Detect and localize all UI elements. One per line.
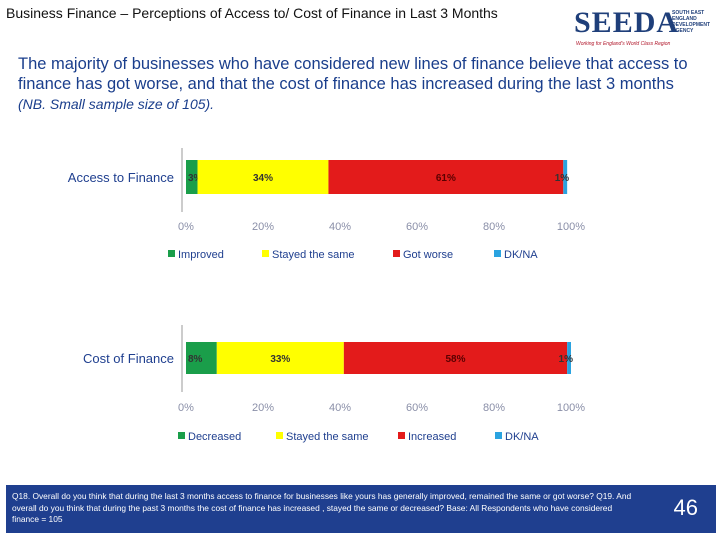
slide-subtitle: The majority of businesses who have cons… [18, 54, 688, 114]
seeda-logo: SEEDA SOUTH EAST ENGLAND DEVELOPMENT AGE… [574, 6, 714, 50]
logo-wordmark: SEEDA [574, 6, 680, 39]
chart-1-legend-swatch [168, 250, 175, 257]
chart-1-legend-label: Improved [178, 249, 224, 261]
chart-2-category-label: Cost of Finance [83, 351, 174, 366]
chart-2-legend-label: DK/NA [505, 431, 539, 443]
chart-1-tick-label: 40% [329, 221, 351, 233]
chart-2-tick-label: 80% [483, 402, 505, 414]
chart-1-bar-stayed-the-same [197, 160, 329, 194]
chart-1-category-label: Access to Finance [68, 170, 174, 185]
chart-1-legend-label: Got worse [403, 249, 453, 261]
chart-1-legend-swatch [393, 250, 400, 257]
chart-1-bar-got-worse [328, 160, 564, 194]
chart-1-legend-label: Stayed the same [272, 249, 355, 261]
chart-2-legend-label: Increased [408, 431, 456, 443]
chart-1-tick-label: 0% [178, 221, 194, 233]
chart-2-data-label: 1% [559, 354, 574, 365]
chart-2-legend-swatch [398, 432, 405, 439]
chart-2-data-label: 33% [270, 354, 290, 365]
logo-tagline: Working for England's World Class Region [576, 41, 671, 47]
footnote-panel: Q18. Overall do you think that during th… [6, 485, 716, 533]
chart-1-tick-label: 80% [483, 221, 505, 233]
chart-1-legend-swatch [262, 250, 269, 257]
chart-2-bar-increased [343, 342, 568, 374]
chart-2-legend-swatch [178, 432, 185, 439]
chart-2-bar-decreased [186, 342, 217, 374]
slide-title: Business Finance – Perceptions of Access… [6, 5, 498, 21]
chart-2-bar-dk-na [567, 342, 571, 374]
chart-1-data-label: 3% [188, 173, 203, 184]
footnote-text: Q18. Overall do you think that during th… [12, 491, 632, 524]
chart-1-legend-swatch [494, 250, 501, 257]
finance-charts: Access to Finance 3% 34% 61% 1% 0% 20% 40% 60% 80… [68, 148, 585, 443]
chart-2-legend-label: Decreased [188, 431, 241, 443]
subtitle-text: The majority of businesses who have cons… [18, 55, 688, 93]
chart-2-bar-stayed-the-same [216, 342, 344, 374]
chart-1-data-label: 34% [253, 173, 273, 184]
chart-2-legend-swatch [495, 432, 502, 439]
logo-subtext: SOUTH EAST ENGLAND DEVELOPMENT AGENCY [672, 10, 711, 34]
subtitle-note: (NB. Small sample size of 105). [18, 96, 215, 112]
chart-1-legend-label: DK/NA [504, 249, 538, 261]
chart-2-tick-label: 0% [178, 402, 194, 414]
chart-2-legend-label: Stayed the same [286, 431, 369, 443]
chart-1-data-label: 61% [436, 173, 456, 184]
chart-1-tick-label: 60% [406, 221, 428, 233]
chart-2-tick-label: 60% [406, 402, 428, 414]
chart-2-tick-label: 40% [329, 402, 351, 414]
page-number: 46 [673, 495, 698, 520]
chart-2-tick-label: 100% [557, 402, 585, 414]
chart-2-legend-swatch [276, 432, 283, 439]
chart-2-data-label: 8% [188, 354, 203, 365]
chart-1-tick-label: 100% [557, 221, 585, 233]
chart-1-tick-label: 20% [252, 221, 274, 233]
chart-1-bar-improved [186, 160, 198, 194]
chart-1-data-label: 1% [555, 173, 570, 184]
chart-2-tick-label: 20% [252, 402, 274, 414]
chart-2-data-label: 58% [445, 354, 465, 365]
chart-1-bar-dk-na [563, 160, 568, 194]
